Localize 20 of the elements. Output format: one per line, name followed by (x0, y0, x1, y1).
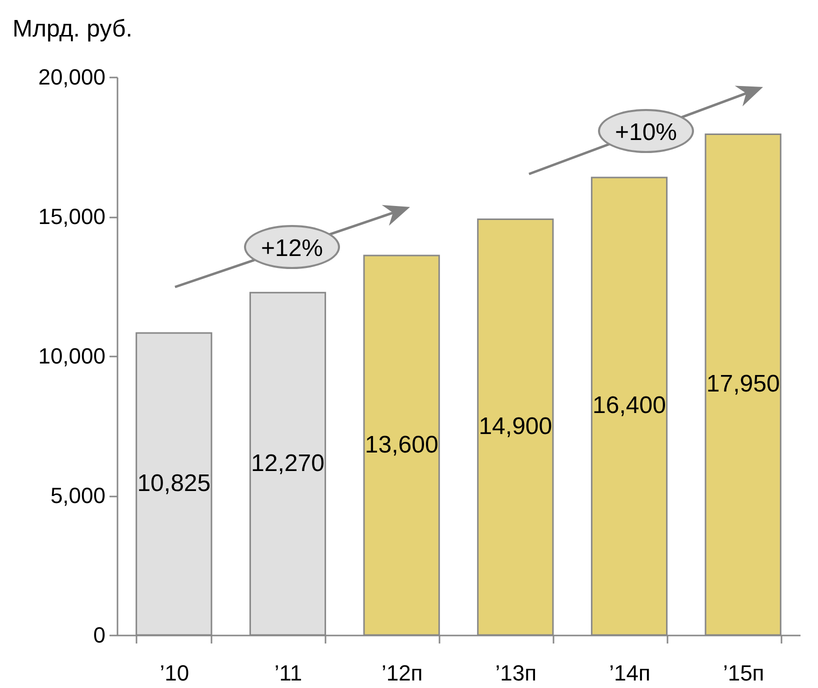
annotation: +12% (244, 225, 340, 269)
y-tick-label: 10,000 (38, 344, 106, 368)
x-tick-label: ’14п (609, 660, 650, 686)
annotation: +10% (598, 109, 694, 153)
x-tick-label: ’10 (160, 660, 190, 686)
data-label: 16,400 (592, 392, 666, 420)
data-label: 12,270 (251, 450, 324, 477)
y-tick-label: 20,000 (38, 64, 106, 90)
y-axis-title: Млрд. руб. (12, 16, 132, 42)
data-label: 17,950 (706, 370, 780, 398)
x-tick-label: ’12п (381, 660, 423, 686)
y-tick-label: 15,000 (38, 204, 106, 229)
data-label: 10,825 (137, 470, 211, 497)
data-label: 13,600 (364, 431, 438, 458)
y-tick-label: 5,000 (50, 483, 106, 508)
data-label: 14,900 (478, 413, 552, 440)
y-tick-label: 0 (93, 622, 106, 648)
x-tick-label: ’11 (274, 660, 302, 686)
x-tick-label: ’15п (722, 660, 764, 686)
x-tick-label: ’13п (495, 660, 537, 686)
